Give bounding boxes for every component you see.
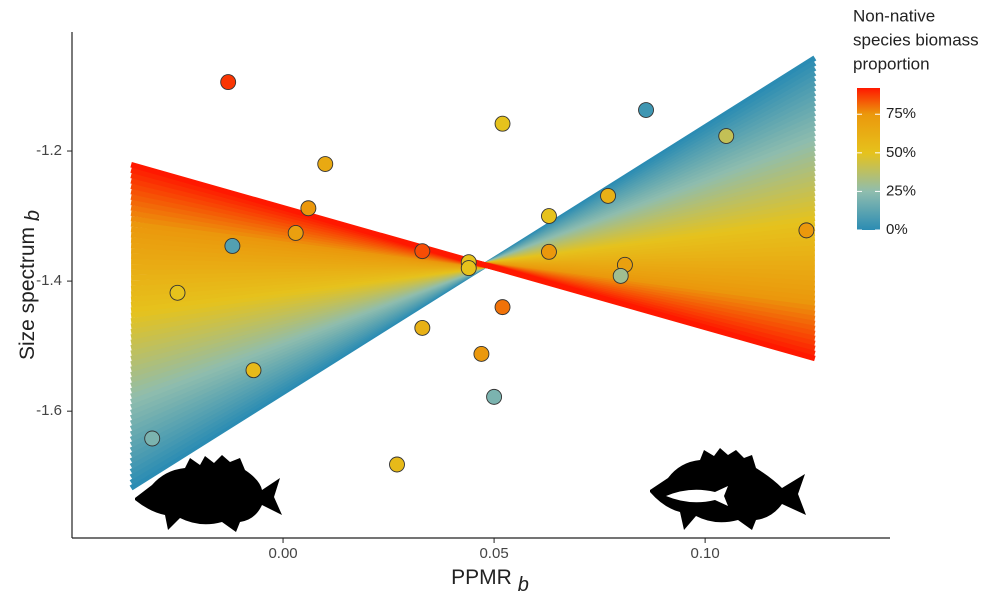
point [301, 201, 316, 216]
point [415, 320, 430, 335]
colorbar-label: 75% [886, 105, 916, 122]
y-tick-label: -1.4 [36, 272, 62, 289]
point [601, 188, 616, 203]
x-label: PPMR [451, 566, 512, 589]
point [474, 346, 489, 361]
point [145, 431, 160, 446]
y-label: Size spectrum [16, 227, 39, 360]
y-label-sub: b [22, 210, 44, 221]
colorbar-title: Non-native [853, 6, 935, 25]
colorbar-title: species biomass [853, 30, 979, 49]
colorbar-gradient [857, 88, 880, 230]
colorbar-label: 25% [886, 182, 916, 199]
fish-right [650, 448, 806, 530]
point [487, 389, 502, 404]
colorbar-label: 50% [886, 144, 916, 161]
point [170, 285, 185, 300]
x-tick-label: 0.05 [479, 545, 508, 562]
point [541, 209, 556, 224]
point [719, 129, 734, 144]
point [541, 244, 556, 259]
y-tick-label: -1.6 [36, 402, 62, 419]
x-tick-label: 0.00 [268, 545, 297, 562]
colorbar: 0% 25% 50% 75% Non-native species biomass prop… [853, 6, 979, 237]
point [461, 261, 476, 276]
y-tick-label: -1.2 [36, 142, 62, 159]
point [495, 116, 510, 131]
point [799, 223, 814, 238]
point [225, 238, 240, 253]
point [639, 103, 654, 118]
fish-icons [135, 448, 806, 532]
point [495, 300, 510, 315]
x-axis-title: PPMR b [451, 566, 529, 597]
point [318, 157, 333, 172]
point [246, 363, 261, 378]
colorbar-label: 0% [886, 221, 908, 238]
point [613, 268, 628, 283]
point [288, 225, 303, 240]
point [390, 457, 405, 472]
x-label-sub: b [518, 574, 529, 596]
x-tick-label: 0.10 [691, 545, 720, 562]
colorbar-title: proportion [853, 54, 930, 73]
point [415, 244, 430, 259]
point [221, 75, 236, 90]
